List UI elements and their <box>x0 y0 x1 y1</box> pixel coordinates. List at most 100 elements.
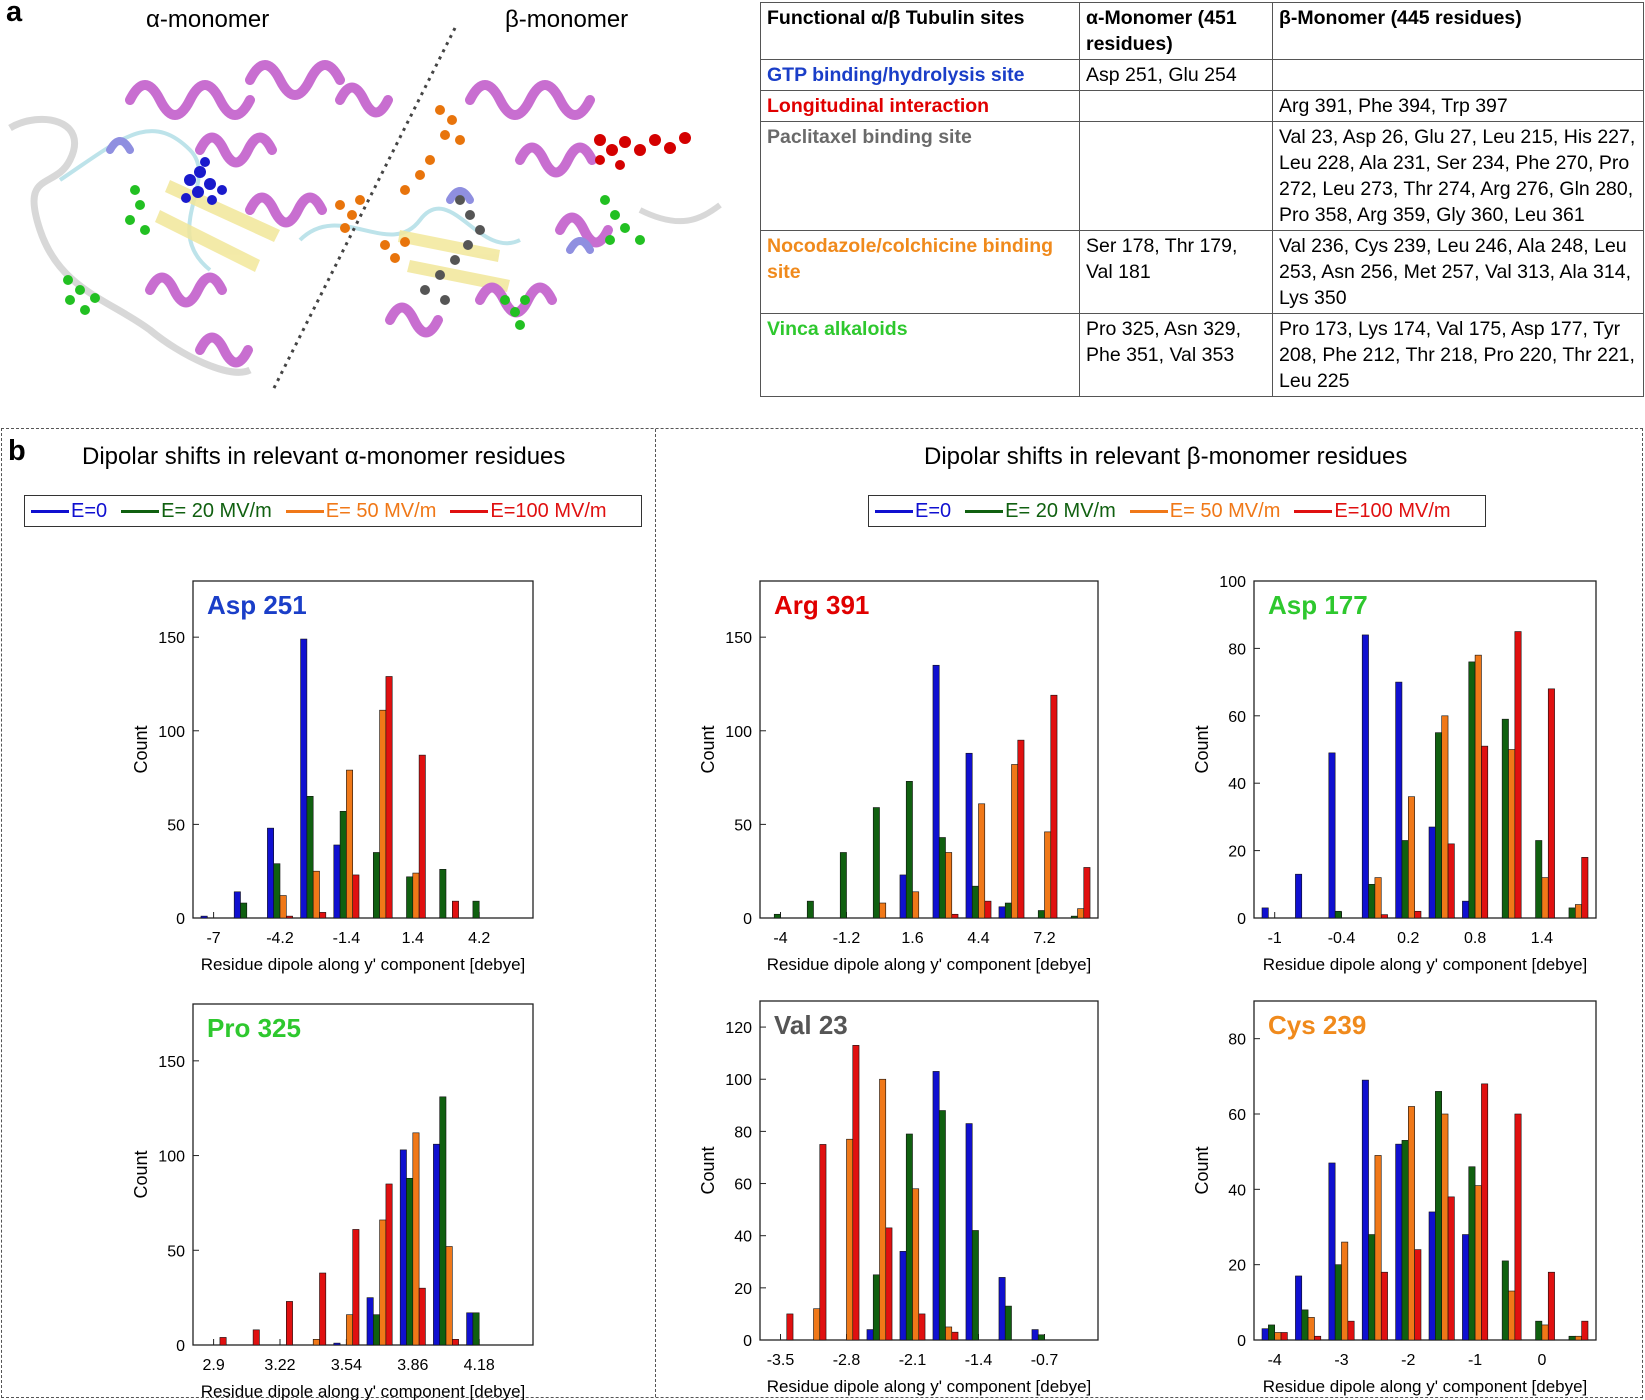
histogram-bar <box>406 876 414 919</box>
y-tick-label: 100 <box>1219 574 1246 591</box>
histogram-bar <box>1380 1271 1388 1341</box>
histogram-bar <box>786 1313 794 1341</box>
histogram-bar <box>1401 1140 1409 1341</box>
histogram-bar <box>319 1272 327 1346</box>
histogram-bar <box>938 837 946 919</box>
legend-label: E=100 MV/m <box>1334 499 1451 522</box>
histogram-bar <box>1368 1234 1376 1341</box>
vinca-site-atoms <box>63 185 645 330</box>
x-tick-label: -1.2 <box>833 930 861 947</box>
histogram-bar <box>1341 1241 1349 1341</box>
histogram-bar <box>1568 907 1576 919</box>
x-tick-label: -1 <box>1468 1352 1482 1369</box>
histogram-bar <box>1011 764 1019 919</box>
x-tick-label: 4.18 <box>464 1357 495 1374</box>
x-tick-label: -4 <box>773 930 787 947</box>
x-tick-label: -1 <box>1268 930 1282 947</box>
x-axis-label: Residue dipole along y' component [debye… <box>1263 955 1588 974</box>
legend-item: E=0 <box>31 500 107 523</box>
x-tick-label: 4.4 <box>967 930 989 947</box>
histogram-bar <box>1374 1155 1382 1341</box>
histogram-bar <box>279 895 287 919</box>
histogram-bar <box>418 1287 426 1346</box>
histogram-bar <box>938 1110 946 1341</box>
y-tick-label: 100 <box>158 1149 185 1166</box>
plot-frame <box>192 580 534 919</box>
y-tick-label: 80 <box>734 1124 752 1141</box>
histogram-bar <box>472 900 480 919</box>
histogram-bar <box>1474 654 1482 919</box>
x-tick-label: 2.9 <box>202 1357 224 1374</box>
x-tick-label: 1.4 <box>402 930 424 947</box>
x-tick-label: -4.2 <box>266 930 294 947</box>
histogram-bar <box>306 796 314 919</box>
histogram-bar <box>1314 1335 1322 1341</box>
histogram-bar <box>872 807 880 919</box>
y-tick-label: 0 <box>176 1338 185 1355</box>
histogram-bar <box>1368 883 1376 919</box>
histogram-bar <box>1280 1332 1288 1341</box>
histogram-bar <box>300 638 308 919</box>
histogram-bar <box>1581 857 1589 919</box>
histogram-bar <box>1568 1335 1576 1341</box>
legend-item: E= 20 MV/m <box>121 500 272 523</box>
histogram-bar <box>1395 1143 1403 1341</box>
histogram-bar <box>1037 1334 1045 1341</box>
y-tick-label: 60 <box>1228 709 1246 726</box>
histogram-bar <box>918 1313 926 1341</box>
y-axis-label: Count <box>698 1146 718 1194</box>
histogram-bar <box>945 852 953 919</box>
gtp-site-atoms <box>181 157 227 205</box>
histogram-bar <box>1307 1317 1315 1341</box>
panel-b-divider <box>655 429 656 1397</box>
histogram-bar <box>472 1312 480 1346</box>
alpha-monomer-title: α-monomer <box>146 6 270 33</box>
table-row: GTP binding/hydrolysis site Asp 251, Glu… <box>760 59 1644 91</box>
legend-label: E=0 <box>915 499 952 522</box>
legend-swatch <box>285 509 324 513</box>
y-tick-label: 120 <box>725 1020 752 1037</box>
histogram-bar <box>885 1227 893 1341</box>
y-tick-label: 80 <box>1228 1032 1246 1049</box>
histogram-bar <box>1441 715 1449 919</box>
histogram-bar <box>1334 1264 1342 1341</box>
histogram-bar <box>971 885 979 919</box>
beta-section-title: Dipolar shifts in relevant β-monomer res… <box>924 443 1408 470</box>
chart-title: Val 23 <box>774 1010 848 1040</box>
histogram-bar <box>1462 1234 1470 1341</box>
histogram-bar <box>273 863 281 919</box>
histogram-bar <box>200 915 208 919</box>
histogram-bar <box>1514 1113 1522 1341</box>
histogram-bar <box>984 900 992 919</box>
histogram-bar <box>1581 1320 1589 1341</box>
histogram-bar <box>912 1188 920 1341</box>
histogram-bar <box>978 803 986 919</box>
histogram-bar <box>433 1143 440 1346</box>
histogram-bar <box>1508 1290 1516 1341</box>
histogram-bar <box>412 1132 420 1346</box>
histogram-bar <box>1395 681 1403 919</box>
legend-label: E=100 MV/m <box>490 499 607 522</box>
y-tick-label: 60 <box>734 1177 752 1194</box>
histogram-bar <box>932 664 940 919</box>
histogram-bar <box>452 900 459 919</box>
histogram-bar <box>219 1337 227 1346</box>
legend-beta: E=0 E= 20 MV/m E= 50 MV/m E=100 MV/m <box>868 495 1486 527</box>
x-tick-label: 0 <box>1537 1352 1546 1369</box>
histogram-bar <box>951 913 959 919</box>
histogram-bar <box>333 1342 341 1346</box>
x-tick-label: -1.4 <box>965 1352 993 1369</box>
histogram-bar <box>1261 907 1269 919</box>
chart-title: Cys 239 <box>1268 1010 1366 1040</box>
histogram-bar <box>879 1078 887 1341</box>
legend-swatch <box>1129 509 1168 513</box>
y-axis-label: Count <box>131 1150 151 1198</box>
histogram-bar <box>352 874 360 919</box>
legend-label: E= 50 MV/m <box>325 499 437 522</box>
site-nocodazole: Nocodazole/colchicine binding site <box>760 230 1080 314</box>
histogram-bar <box>346 1314 354 1346</box>
y-tick-label: 150 <box>158 1054 185 1071</box>
y-tick-label: 100 <box>158 724 185 741</box>
histogram-bar <box>312 870 320 919</box>
histogram-bar <box>1031 1329 1039 1341</box>
